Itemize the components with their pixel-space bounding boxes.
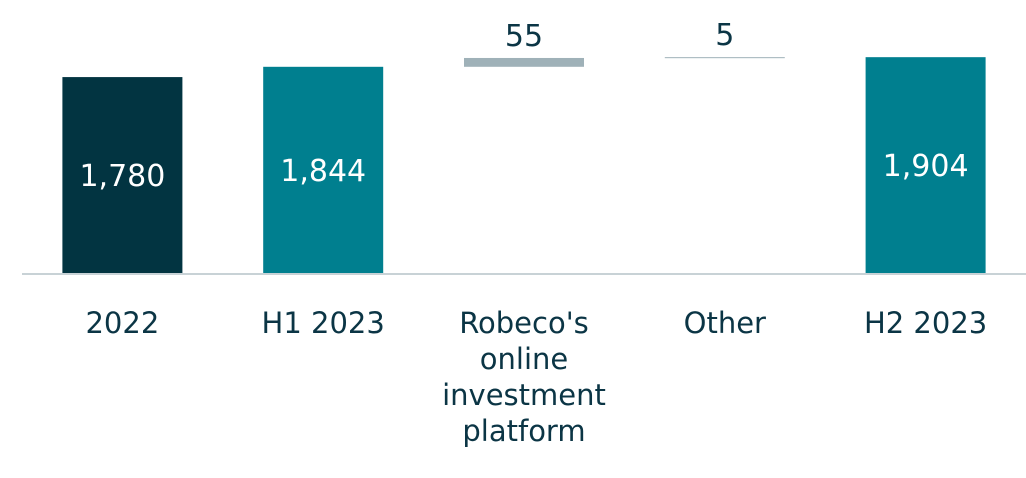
x-tick-label: H2 2023: [863, 306, 988, 340]
bar: [865, 57, 986, 274]
bar: [62, 77, 183, 273]
bar: [263, 66, 384, 273]
x-tick-label: 2022: [85, 306, 160, 340]
value-label: 5: [715, 18, 734, 53]
value-label: 55: [505, 19, 543, 54]
value-label: 1,844: [280, 154, 366, 189]
value-label: 1,780: [79, 159, 165, 194]
bar: [464, 57, 584, 67]
x-tick-label: Robeco's online investment platform: [442, 306, 606, 448]
bar: [664, 57, 785, 59]
x-tick-label: H1 2023: [261, 306, 385, 340]
value-label: 1,904: [883, 149, 969, 184]
x-tick-label: Other: [683, 306, 766, 340]
